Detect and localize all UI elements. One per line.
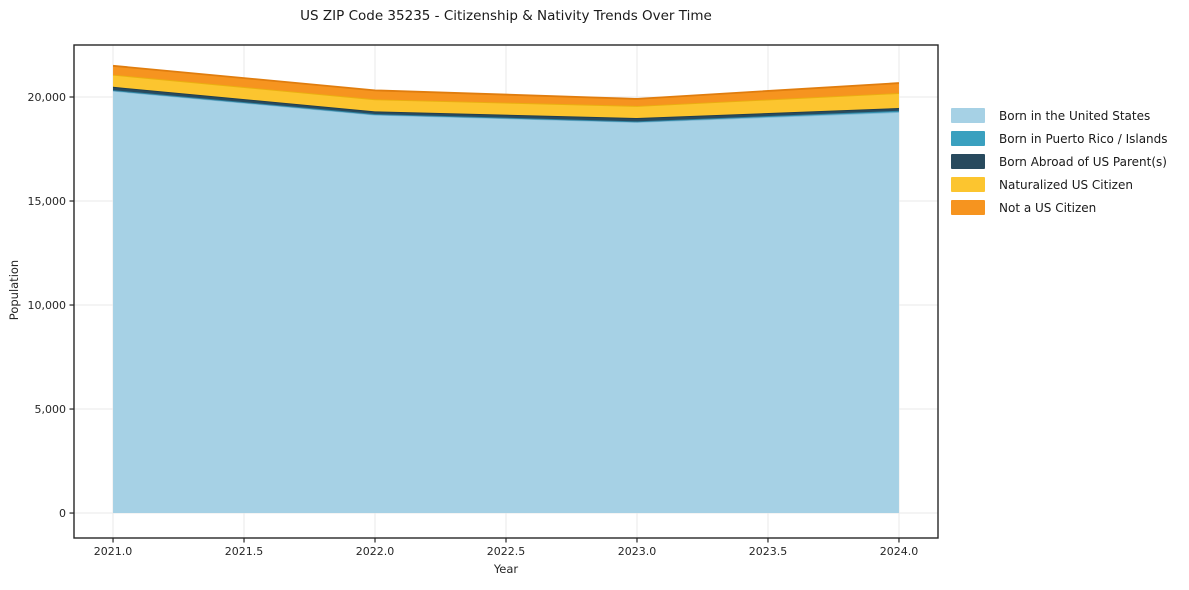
legend-item: Born Abroad of US Parent(s) — [951, 150, 1168, 173]
legend-label: Naturalized US Citizen — [999, 177, 1133, 192]
area-edge — [112, 64, 900, 100]
y-axis-label: Population — [7, 259, 21, 321]
x-tick-label: 2024.0 — [880, 545, 919, 558]
legend-label: Born in the United States — [999, 108, 1151, 123]
legend-swatch — [951, 108, 985, 123]
x-tick-label: 2023.5 — [749, 545, 788, 558]
x-tick-label: 2023.0 — [618, 545, 657, 558]
legend-label: Born Abroad of US Parent(s) — [999, 154, 1167, 169]
legend-label: Not a US Citizen — [999, 200, 1097, 215]
y-tick-label: 10,000 — [28, 299, 67, 312]
x-tick-label: 2022.0 — [356, 545, 395, 558]
area-born-abroad-of-us-parent-s- — [113, 86, 899, 122]
legend-item: Naturalized US Citizen — [951, 173, 1168, 196]
area-born-in-the-united-states — [113, 90, 899, 514]
x-tick-label: 2021.0 — [94, 545, 133, 558]
x-tick-label: 2022.5 — [487, 545, 526, 558]
legend-label: Born in Puerto Rico / Islands — [999, 131, 1168, 146]
legend-swatch — [951, 154, 985, 169]
legend-swatch — [951, 131, 985, 146]
x-axis-label: Year — [493, 562, 519, 576]
legend-item: Born in Puerto Rico / Islands — [951, 127, 1168, 150]
y-tick-label: 0 — [59, 507, 66, 520]
legend: Born in the United States Born in Puerto … — [951, 104, 1168, 219]
y-tick-label: 20,000 — [28, 91, 67, 104]
y-tick-label: 15,000 — [28, 195, 67, 208]
y-tick-label: 5,000 — [35, 403, 67, 416]
x-tick-label: 2021.5 — [225, 545, 264, 558]
legend-item: Born in the United States — [951, 104, 1168, 127]
area-not-a-us-citizen — [113, 65, 899, 106]
legend-item: Not a US Citizen — [951, 196, 1168, 219]
chart-title: US ZIP Code 35235 - Citizenship & Nativi… — [300, 8, 712, 24]
legend-swatch — [951, 177, 985, 192]
area-naturalized-us-citizen — [113, 74, 899, 119]
legend-swatch — [951, 200, 985, 215]
